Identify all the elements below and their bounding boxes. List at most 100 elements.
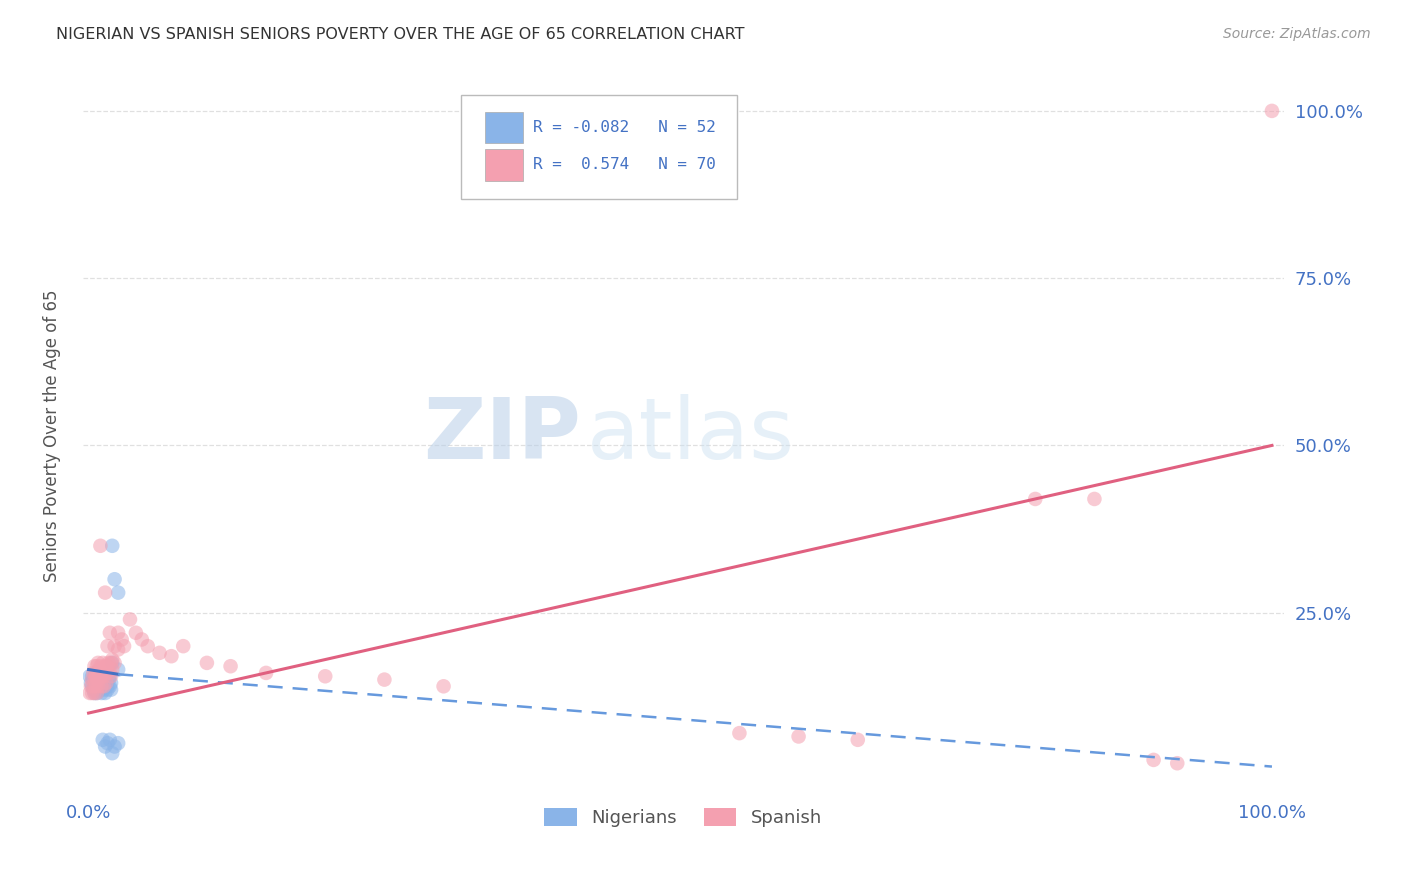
Point — [84, 665, 107, 680]
Point — [98, 679, 121, 693]
Point — [89, 676, 111, 690]
Point — [89, 669, 111, 683]
Point — [89, 663, 111, 677]
Point — [148, 646, 170, 660]
Point — [93, 669, 115, 683]
Point — [82, 669, 104, 683]
Point — [84, 679, 107, 693]
Point — [93, 679, 115, 693]
Point — [83, 673, 105, 687]
Point — [93, 669, 115, 683]
Point — [100, 676, 122, 690]
Point — [432, 679, 454, 693]
Point — [82, 686, 104, 700]
Point — [98, 669, 121, 683]
Point — [84, 682, 107, 697]
Point — [94, 739, 117, 754]
Point — [219, 659, 242, 673]
Point — [160, 649, 183, 664]
Point — [90, 665, 112, 680]
Point — [79, 686, 101, 700]
Point — [87, 676, 110, 690]
Point — [728, 726, 751, 740]
Point — [98, 732, 121, 747]
Point — [96, 676, 118, 690]
Point — [1024, 491, 1046, 506]
Point — [314, 669, 336, 683]
Point — [84, 676, 107, 690]
Point — [104, 656, 127, 670]
Point — [97, 656, 120, 670]
Point — [86, 673, 108, 687]
Point — [96, 679, 118, 693]
Point — [1083, 491, 1105, 506]
Point — [87, 679, 110, 693]
Point — [104, 739, 127, 754]
Point — [100, 682, 122, 697]
Point — [94, 686, 117, 700]
Point — [101, 652, 124, 666]
Point — [131, 632, 153, 647]
Point — [93, 682, 115, 697]
Point — [90, 679, 112, 693]
Point — [104, 572, 127, 586]
Point — [94, 679, 117, 693]
Point — [83, 669, 105, 683]
Point — [86, 686, 108, 700]
Point — [101, 663, 124, 677]
Point — [79, 669, 101, 683]
Point — [96, 676, 118, 690]
Point — [101, 746, 124, 760]
Point — [87, 682, 110, 697]
Point — [83, 686, 105, 700]
Point — [96, 659, 118, 673]
Point — [125, 625, 148, 640]
FancyBboxPatch shape — [461, 95, 737, 199]
Point — [98, 665, 121, 680]
Point — [89, 659, 111, 673]
Text: NIGERIAN VS SPANISH SENIORS POVERTY OVER THE AGE OF 65 CORRELATION CHART: NIGERIAN VS SPANISH SENIORS POVERTY OVER… — [56, 27, 745, 42]
Text: R =  0.574   N = 70: R = 0.574 N = 70 — [533, 157, 716, 172]
Point — [86, 686, 108, 700]
Point — [96, 682, 118, 697]
Point — [112, 639, 135, 653]
Point — [89, 679, 111, 693]
Point — [373, 673, 395, 687]
Point — [89, 682, 111, 697]
Point — [86, 673, 108, 687]
Point — [83, 679, 105, 693]
Point — [107, 585, 129, 599]
Point — [91, 665, 114, 680]
Point — [787, 730, 810, 744]
Point — [118, 612, 141, 626]
Point — [104, 639, 127, 653]
Point — [254, 665, 277, 680]
Point — [90, 686, 112, 700]
Point — [83, 659, 105, 673]
Point — [80, 676, 103, 690]
Point — [82, 679, 104, 693]
Point — [100, 656, 122, 670]
Point — [87, 656, 110, 670]
FancyBboxPatch shape — [485, 112, 523, 144]
Point — [82, 673, 104, 687]
Point — [107, 642, 129, 657]
Legend: Nigerians, Spanish: Nigerians, Spanish — [537, 801, 830, 834]
Point — [94, 659, 117, 673]
Point — [195, 656, 218, 670]
Point — [111, 632, 134, 647]
Point — [91, 732, 114, 747]
Point — [84, 669, 107, 683]
Point — [98, 625, 121, 640]
Text: ZIP: ZIP — [423, 394, 581, 477]
Point — [97, 673, 120, 687]
Point — [89, 673, 111, 687]
Text: Source: ZipAtlas.com: Source: ZipAtlas.com — [1223, 27, 1371, 41]
Y-axis label: Seniors Poverty Over the Age of 65: Seniors Poverty Over the Age of 65 — [44, 289, 60, 582]
Point — [94, 585, 117, 599]
Point — [84, 669, 107, 683]
Point — [136, 639, 159, 653]
Point — [90, 679, 112, 693]
Point — [107, 663, 129, 677]
Point — [846, 732, 869, 747]
